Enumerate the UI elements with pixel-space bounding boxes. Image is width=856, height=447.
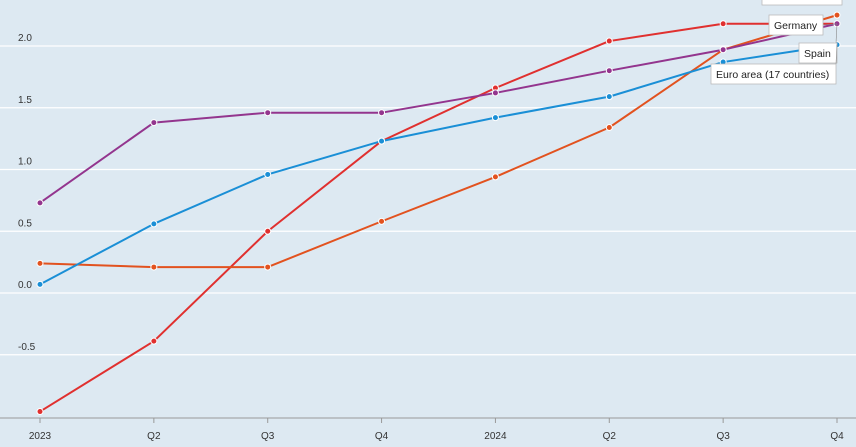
data-point xyxy=(605,124,613,132)
series-label: Euro area (17 countries) xyxy=(716,69,829,81)
data-point xyxy=(150,263,158,271)
data-point xyxy=(264,109,272,117)
series-label: Germany xyxy=(774,20,818,32)
series-lines xyxy=(39,14,838,413)
data-point xyxy=(36,259,44,267)
gridlines xyxy=(0,45,856,423)
series-line xyxy=(39,22,838,204)
series-labels: Germany Spain Euro area (17 countries) xyxy=(710,0,843,85)
data-point xyxy=(833,11,841,19)
series-label-box xyxy=(798,42,838,64)
tooltip-box-partial xyxy=(761,0,843,6)
x-tick-label: Q3 xyxy=(716,431,730,442)
series-label-box xyxy=(768,14,824,36)
data-point xyxy=(719,46,727,54)
data-point xyxy=(36,408,44,416)
data-point xyxy=(378,137,386,145)
data-point xyxy=(150,337,158,345)
x-tick-label: 2024 xyxy=(484,431,507,442)
series-line xyxy=(39,43,838,286)
data-point xyxy=(605,67,613,75)
x-tick-label: Q4 xyxy=(830,431,844,442)
axis-labels: -0.5 0.0 0.5 1.0 1.5 2.0 2023 Q2 Q3 Q4 2024 Q2 Q3 Q4 xyxy=(18,33,844,442)
data-point xyxy=(150,220,158,228)
series-line xyxy=(39,14,838,269)
series-label-box xyxy=(710,63,837,85)
series-line xyxy=(39,22,837,413)
y-tick-label: 1.5 xyxy=(18,95,32,106)
data-point xyxy=(605,37,613,45)
x-tick-label: Q3 xyxy=(261,431,275,442)
data-point xyxy=(605,93,613,101)
y-tick-label: 0.0 xyxy=(18,280,32,291)
label-leader xyxy=(822,23,838,26)
data-point xyxy=(264,170,272,178)
series-label: Spain xyxy=(804,48,831,60)
series-points xyxy=(36,11,841,416)
y-tick-label: -0.5 xyxy=(18,342,36,353)
data-point xyxy=(719,20,727,28)
data-point xyxy=(491,89,499,97)
x-tick-label: Q2 xyxy=(147,431,161,442)
data-point xyxy=(491,114,499,122)
label-leader xyxy=(835,23,838,44)
x-tick-label: 2023 xyxy=(29,431,52,442)
y-tick-label: 0.5 xyxy=(18,218,32,229)
data-point xyxy=(378,217,386,225)
data-point xyxy=(150,119,158,127)
data-point xyxy=(36,199,44,207)
y-tick-label: 2.0 xyxy=(18,33,32,44)
data-point xyxy=(264,263,272,271)
data-point xyxy=(491,173,499,181)
label-leader xyxy=(835,44,838,65)
x-tick-label: Q2 xyxy=(603,431,617,442)
data-point xyxy=(36,280,44,288)
x-tick-label: Q4 xyxy=(375,431,389,442)
data-point xyxy=(378,109,386,117)
data-point xyxy=(264,227,272,235)
y-tick-label: 1.0 xyxy=(18,157,32,168)
